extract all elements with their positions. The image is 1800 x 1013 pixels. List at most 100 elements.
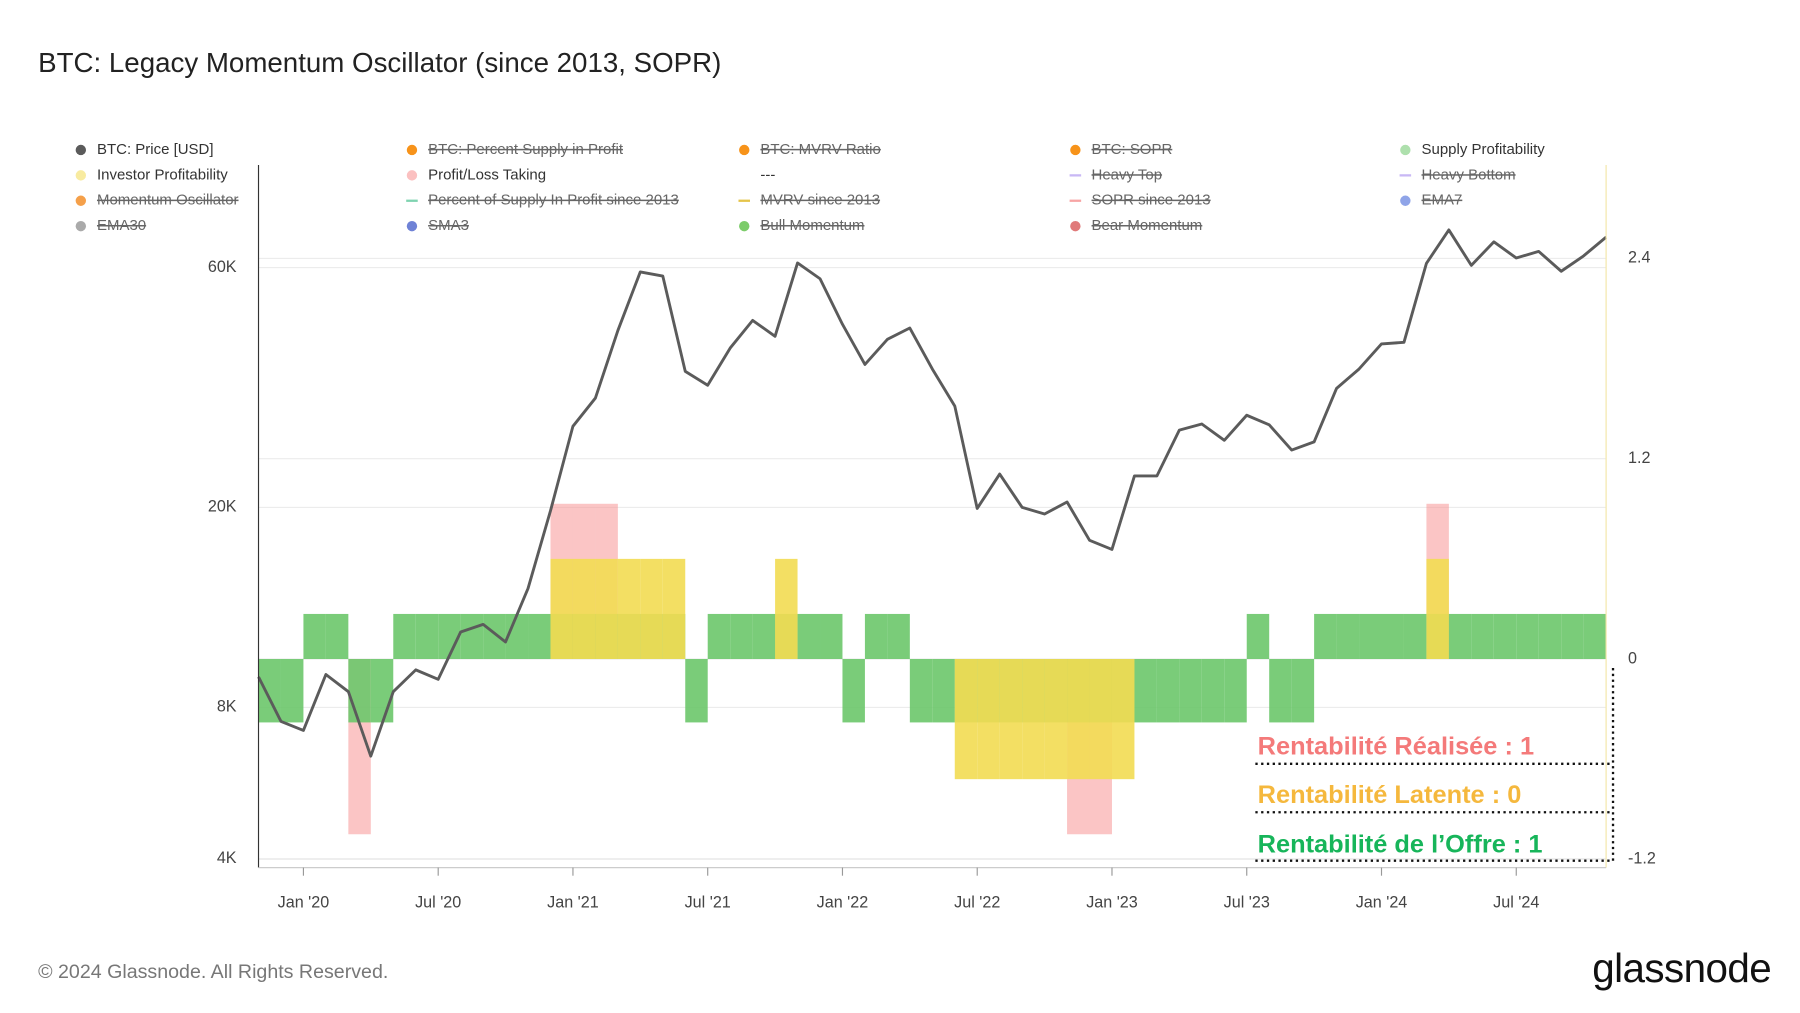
legend-label[interactable]: BTC: Percent Supply in Profit	[428, 141, 624, 158]
oscillator-bar	[1538, 613, 1562, 660]
legend-marker	[75, 170, 87, 181]
lines	[257, 228, 1608, 758]
oscillator-bar	[820, 613, 843, 660]
oscillator-bar	[1291, 659, 1315, 723]
x-tick-label: Jul '24	[1493, 894, 1539, 912]
oscillator-bar	[864, 613, 888, 660]
legend-label[interactable]: EMA30	[97, 217, 146, 234]
oscillator-bar	[685, 659, 708, 723]
legend-label[interactable]: Percent of Supply In Profit since 2013	[428, 192, 679, 209]
oscillator-bar	[1022, 659, 1045, 780]
oscillator-bar	[280, 659, 304, 723]
oscillator-bar	[325, 613, 349, 660]
oscillator-bar	[909, 659, 933, 723]
legend-marker	[75, 220, 87, 232]
legend-label[interactable]: MVRV since 2013	[760, 192, 880, 209]
x-tick-label: Jul '20	[415, 894, 461, 912]
oscillator-bar	[730, 613, 753, 660]
oscillator-bar	[640, 558, 663, 660]
oscillator-bar	[1156, 659, 1180, 723]
oscillator-bar	[348, 659, 371, 723]
x-tick-label: Jul '23	[1224, 894, 1270, 912]
legend-marker	[75, 144, 87, 156]
y-tick-label: 4K	[217, 849, 237, 867]
oscillator-bar	[1067, 659, 1090, 780]
legend-marker	[739, 144, 750, 156]
legend-label[interactable]: BTC: Price [USD]	[97, 141, 214, 158]
oscillator-bar	[595, 558, 618, 660]
logo: glassnode	[1592, 945, 1771, 991]
legend-label[interactable]: Profit/Loss Taking	[428, 166, 546, 183]
price-line	[257, 228, 1608, 758]
legend-marker	[1400, 195, 1411, 206]
oscillator-bar	[1493, 613, 1517, 660]
oscillator-bar	[1471, 613, 1494, 660]
legend-label[interactable]: ---	[760, 166, 775, 183]
y-tick-label: 60K	[208, 258, 237, 276]
legend-marker	[406, 170, 418, 181]
oscillator-bar	[1246, 613, 1270, 660]
oscillator-bar	[1426, 558, 1449, 660]
x-tick-label: Jan '24	[1356, 894, 1408, 912]
oscillator-bar	[932, 659, 955, 723]
oscillator-bar	[887, 613, 910, 660]
oscillator-bar	[842, 659, 865, 723]
annotation: Rentabilité Latente : 0	[1258, 781, 1522, 809]
oscillator-bar	[1134, 659, 1157, 723]
legend-label[interactable]: BTC: MVRV Ratio	[760, 141, 880, 158]
oscillator-bar	[1111, 659, 1135, 780]
legend-label[interactable]: Bull Momentum	[760, 217, 864, 234]
oscillator-bar	[1224, 659, 1247, 723]
legend-label[interactable]: Momentum Oscillator	[97, 192, 239, 209]
oscillator-bar	[954, 659, 978, 780]
footer: © 2024 Glassnode. All Rights Reserved.	[38, 961, 388, 983]
annotation-guides	[1255, 668, 1615, 862]
legend-label[interactable]: Supply Profitability	[1421, 141, 1545, 158]
oscillator-bar	[528, 613, 551, 660]
oscillator-bar	[662, 558, 686, 660]
legend-marker	[75, 195, 87, 206]
x-tick-label: Jan '22	[817, 894, 869, 912]
x-tick-label: Jan '23	[1086, 894, 1138, 912]
legend-label[interactable]: Investor Profitability	[97, 166, 228, 183]
legend-label[interactable]: EMA7	[1421, 192, 1462, 209]
legend-label[interactable]: SOPR since 2013	[1092, 192, 1211, 209]
oscillator-bar	[1381, 613, 1404, 660]
legend-label[interactable]: Heavy Top	[1092, 166, 1163, 183]
x-tick-label: Jul '21	[685, 894, 731, 912]
oscillator-bar	[572, 558, 596, 660]
oscillator-bar	[1516, 613, 1539, 660]
oscillator-bar	[1359, 613, 1382, 660]
oscillator-bar	[617, 558, 641, 660]
legend: BTC: Price [USD] BTC: Percent Supply in P…	[75, 141, 1545, 234]
legend-marker	[1070, 220, 1081, 232]
oscillator-bar	[483, 613, 506, 660]
legend-label[interactable]: Heavy Bottom	[1421, 166, 1515, 183]
legend-marker	[406, 144, 418, 156]
oscillator-bar	[999, 659, 1023, 780]
y2-tick-label: 2.4	[1628, 249, 1650, 267]
x-tick-label: Jan '20	[278, 894, 330, 912]
oscillator-bar	[1269, 659, 1292, 723]
grid	[258, 257, 1607, 860]
oscillator-bar	[797, 613, 821, 660]
legend-marker	[1400, 144, 1411, 156]
chart-title: BTC: Legacy Momentum Oscillator (since 2…	[38, 47, 721, 78]
oscillator-bar	[1403, 613, 1427, 660]
oscillator-bar	[1583, 613, 1607, 660]
bars	[258, 503, 1607, 835]
legend-label[interactable]: SMA3	[428, 217, 469, 234]
oscillator-bar	[303, 613, 326, 660]
legend-marker	[1070, 144, 1081, 156]
oscillator-bar	[1179, 659, 1202, 723]
legend-label[interactable]: Bear Momentum	[1092, 217, 1203, 234]
legend-label[interactable]: BTC: SOPR	[1092, 141, 1173, 158]
oscillator-bar	[707, 613, 731, 660]
annotation: Rentabilité Réalisée : 1	[1258, 732, 1534, 760]
oscillator-bar	[370, 659, 394, 723]
oscillator-bar	[438, 613, 461, 660]
y2-tick-label: 0	[1628, 649, 1637, 667]
oscillator-bar	[1561, 613, 1584, 660]
